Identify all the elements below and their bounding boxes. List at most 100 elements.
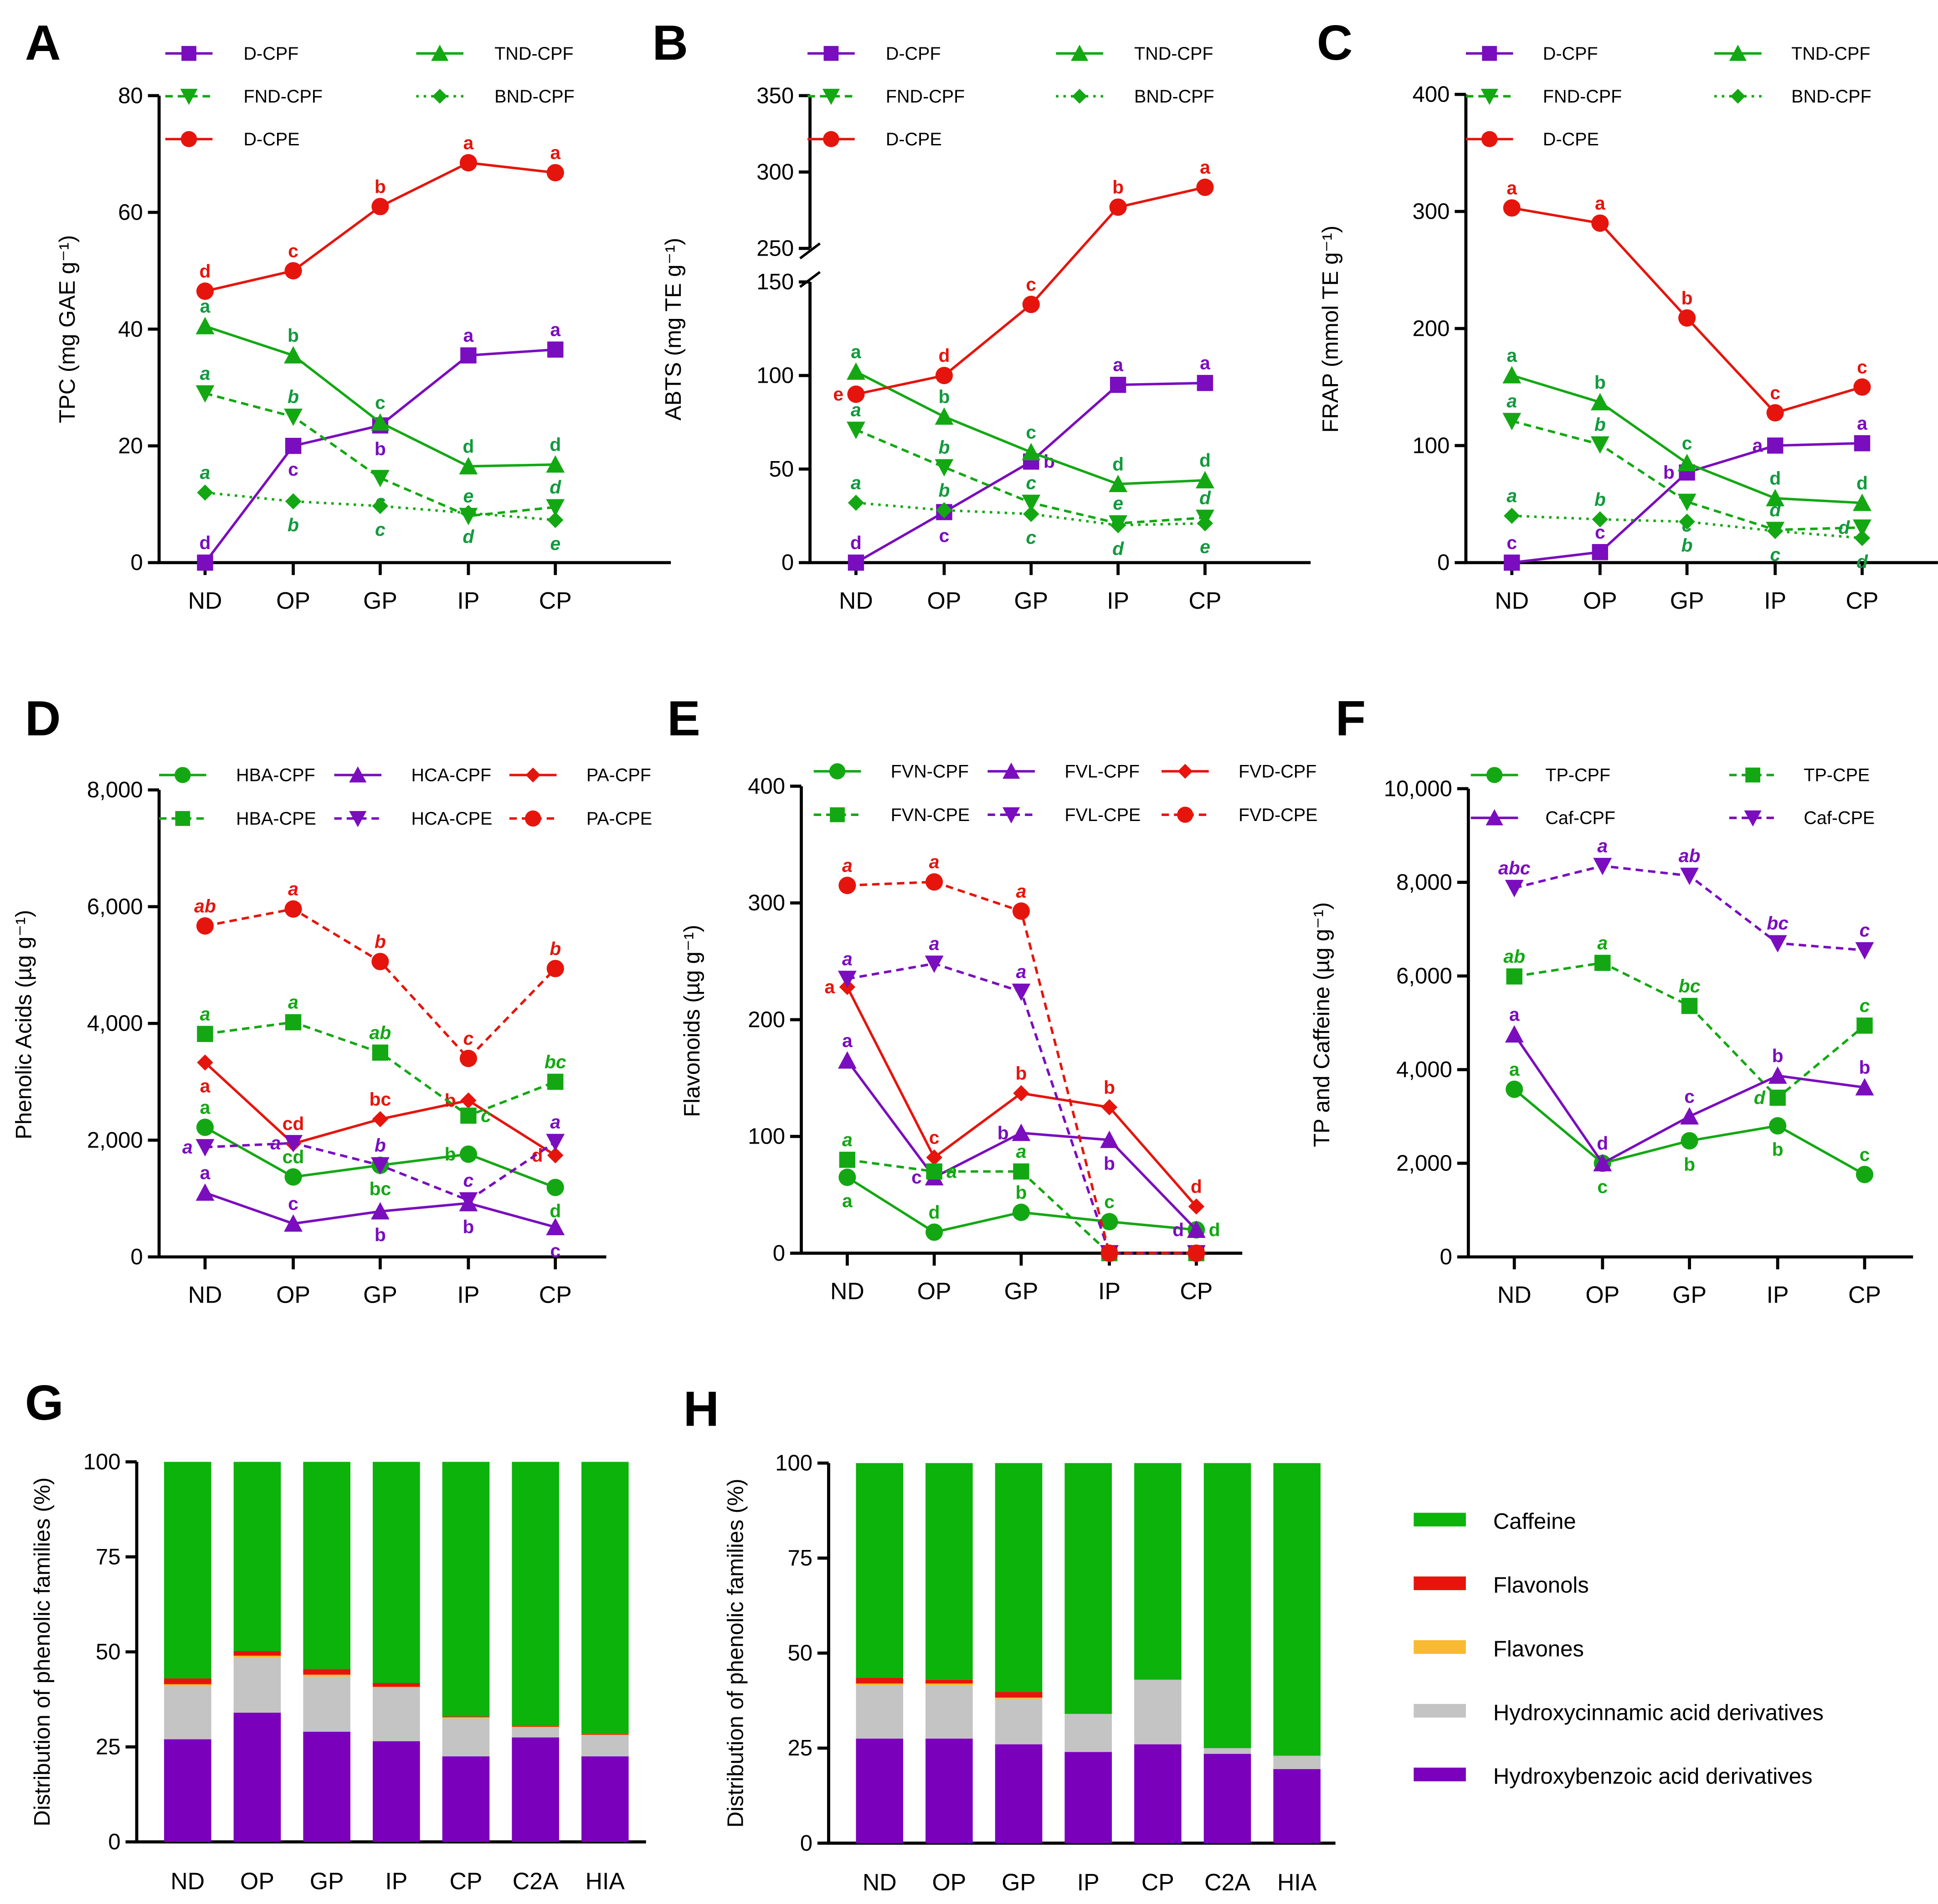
significance-letter: d xyxy=(929,1201,940,1222)
significance-letter: b xyxy=(1684,1154,1695,1175)
legend-label: FND-CPF xyxy=(244,87,323,107)
marker-triangle-up xyxy=(1002,762,1020,779)
series-HCA-CPE: a a bca xyxy=(182,1111,565,1210)
significance-letter: e xyxy=(833,384,843,405)
significance-letter: a xyxy=(851,472,861,493)
bar-segment-caffeine xyxy=(512,1462,559,1726)
significance-letter: d xyxy=(1597,1133,1608,1154)
x-tick-label: OP xyxy=(917,1278,951,1304)
x-tick-label: CP xyxy=(449,1868,482,1894)
marker-triangle-down xyxy=(349,811,367,827)
significance-letter: c xyxy=(1104,1191,1115,1212)
x-tick-label: IP xyxy=(385,1868,407,1894)
data-point xyxy=(195,385,215,403)
data-point xyxy=(285,493,302,510)
x-tick-label: CP xyxy=(539,1282,572,1308)
series-D-CPE: e d c b a xyxy=(833,157,1214,405)
data-point xyxy=(1109,474,1128,493)
marker-square xyxy=(1482,46,1497,61)
y-tick-label: 200 xyxy=(1413,316,1450,341)
significance-letter: c xyxy=(1860,1144,1870,1165)
significance-letter: b xyxy=(1772,1045,1784,1066)
bar-segment-hydroxycinnamic-acid-derivatives xyxy=(373,1688,420,1741)
data-point xyxy=(847,385,865,403)
legend-item: D-CPE xyxy=(165,129,299,149)
bar-segment-caffeine xyxy=(1203,1463,1251,1748)
data-point xyxy=(1101,1099,1118,1115)
significance-letter: b xyxy=(1594,489,1606,510)
bar-segment-caffeine xyxy=(164,1462,211,1679)
data-point xyxy=(1769,1089,1786,1106)
legend-label: D-CPE xyxy=(886,129,942,149)
bar-segment-flavonols xyxy=(164,1678,211,1684)
legend-label: FND-CPF xyxy=(1543,87,1622,107)
y-tick-label: 40 xyxy=(118,317,143,342)
marker-triangle-down xyxy=(1744,810,1762,827)
significance-letter: a xyxy=(842,1190,853,1211)
significance-letter: c xyxy=(1026,422,1036,443)
significance-letter: d xyxy=(1209,1219,1220,1240)
legend-label: D-CPF xyxy=(244,44,299,64)
significance-letter: d xyxy=(200,261,211,282)
significance-letter: a xyxy=(1113,354,1123,375)
panel-label: D xyxy=(25,691,61,746)
data-point xyxy=(1196,179,1214,196)
significance-letter: d xyxy=(200,532,211,553)
y-tick-label: 0 xyxy=(130,550,143,575)
significance-letter: d xyxy=(1112,538,1124,559)
data-point xyxy=(1593,1154,1612,1171)
data-point xyxy=(1012,1203,1030,1221)
x-tick-label: ND xyxy=(1495,587,1529,614)
bar-segment-caffeine xyxy=(581,1462,629,1734)
x-tick-label: GP xyxy=(363,1282,397,1308)
legend-label: BND-CPF xyxy=(1134,87,1214,107)
y-tick-label: 0 xyxy=(1437,550,1450,575)
marker-triangle-down xyxy=(1480,88,1498,105)
legend-label: Flavones xyxy=(1493,1637,1584,1661)
panel-B: B 0 50 100 150 250 300 350 ND OP GP IP CP ABTS (mg TE… xyxy=(652,15,1311,614)
significance-letter: a xyxy=(842,948,853,969)
x-tick-label: IP xyxy=(457,587,479,614)
y-tick-label: 80 xyxy=(118,83,143,108)
significance-letter: b xyxy=(463,1216,474,1237)
y-tick-label: 50 xyxy=(96,1640,121,1664)
significance-letter: b xyxy=(288,325,299,346)
significance-letter: b xyxy=(1112,177,1124,198)
data-point xyxy=(284,346,303,364)
bar-segment-hydroxybenzoic-acid-derivatives xyxy=(303,1731,350,1842)
significance-letter: a xyxy=(271,1133,281,1154)
data-point xyxy=(547,1147,564,1164)
x-tick-label: GP xyxy=(1672,1282,1707,1308)
series-BND-CPF: a bb c d xyxy=(1504,485,1871,572)
bar-segment-hydroxycinnamic-acid-derivatives xyxy=(581,1735,629,1757)
significance-letter: c xyxy=(1026,527,1036,548)
legend-item: D-CPE xyxy=(807,129,942,149)
significance-letter: b xyxy=(1594,372,1606,393)
y-tick-label: 6,000 xyxy=(1396,964,1452,988)
data-point xyxy=(460,347,477,364)
data-point xyxy=(1505,880,1524,898)
data-point xyxy=(1678,309,1696,327)
significance-letter: c xyxy=(1860,920,1870,941)
data-point xyxy=(1854,530,1871,546)
significance-letter: b xyxy=(997,1122,1009,1143)
marker-triangle-up xyxy=(431,45,449,61)
bar-segment-hydroxycinnamic-acid-derivatives xyxy=(925,1685,973,1739)
marker-circle xyxy=(524,810,541,827)
data-point xyxy=(284,1214,303,1232)
data-point xyxy=(1012,1124,1031,1141)
legend-item: TP-CPE xyxy=(1729,765,1870,785)
significance-letter: a xyxy=(1200,353,1210,374)
legend-item: HCA-CPF xyxy=(334,765,491,785)
significance-letter: a xyxy=(842,855,853,876)
significance-letter: e xyxy=(1113,493,1123,514)
data-point xyxy=(1855,942,1874,960)
significance-letter: d xyxy=(850,532,862,553)
legend-label: Caf-CPF xyxy=(1545,808,1615,828)
significance-letter: a xyxy=(1509,1004,1520,1025)
data-point xyxy=(196,1119,214,1136)
data-point xyxy=(1766,404,1784,422)
bar-segment-flavonols xyxy=(512,1726,559,1727)
